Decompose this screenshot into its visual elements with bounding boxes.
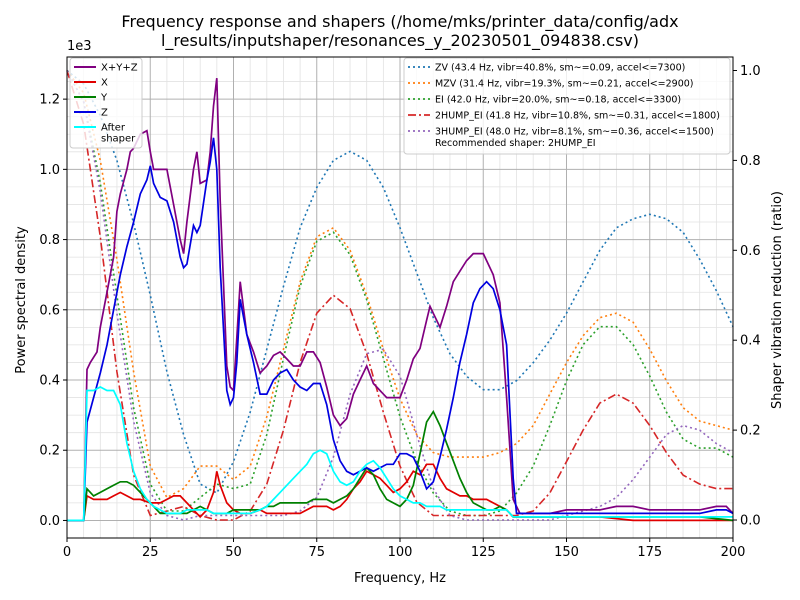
legend-shaper-label-2: EI (42.0 Hz, vibr=20.0%, sm~=0.18, accel…: [435, 95, 681, 106]
y-right-tick-label: 0.2: [740, 424, 761, 439]
legend-series-label-4: shaper: [101, 134, 136, 145]
shaper-line-1: [66, 70, 734, 499]
x-tick-label: 25: [142, 545, 159, 560]
y-right-tick-label: 0.8: [740, 154, 761, 169]
series-line-1: [67, 463, 733, 522]
x-tick-label: 200: [721, 545, 746, 560]
x-tick-label: 100: [388, 545, 413, 560]
y-axis-label: Power spectral density: [14, 226, 29, 374]
legend-shaper-label-3: 2HUMP_EI (41.8 Hz, vibr=10.8%, sm~=0.31,…: [435, 111, 720, 122]
y-tick-label: 0.4: [39, 374, 60, 389]
y-tick-label: 0.2: [39, 444, 60, 459]
y-tick-label: 1.2: [39, 93, 60, 108]
series-line-4: [67, 386, 733, 522]
legend-series-label-0: X+Y+Z: [101, 63, 138, 74]
y-right-tick-label: 0.6: [740, 244, 761, 259]
legend-shaper-label-0: ZV (43.4 Hz, vibr=40.8%, sm~=0.09, accel…: [435, 63, 685, 74]
legend-series-box: [69, 57, 143, 149]
y-tick-label: 1.0: [39, 163, 60, 178]
legend-shaper-label-1: MZV (31.4 Hz, vibr=19.3%, sm~=0.21, acce…: [435, 79, 694, 90]
y-axis-right-label: Shaper vibration reduction (ratio): [770, 191, 785, 409]
x-tick-label: 50: [225, 545, 242, 560]
shaper-line-0: [66, 69, 734, 495]
chart-title-line2: l_results/inputshaper/resonances_y_20230…: [161, 31, 639, 51]
shaper-line-3: [66, 70, 733, 521]
legend-shaper-label-4: 3HUMP_EI (48.0 Hz, vibr=8.1%, sm~=0.36, …: [435, 127, 714, 138]
legend-shapers: Recommended shaper: 2HUMP_EI ZV (43.4 Hz…: [403, 57, 731, 155]
legend-shapers-box: [403, 57, 731, 155]
shaper-line-2: [66, 70, 734, 517]
shaper-line-4: [66, 70, 734, 521]
recommended-shaper-text: Recommended shaper: 2HUMP_EI: [435, 138, 596, 149]
x-tick-label: 150: [554, 545, 579, 560]
y-tick-label: 0.8: [39, 233, 60, 248]
x-tick-label: 75: [308, 545, 325, 560]
legend-series-label-2: Y: [100, 93, 108, 104]
y-right-tick-label: 1.0: [740, 64, 761, 79]
y-multiplier-label: 1e3: [67, 39, 92, 54]
legend-series-label-3: Z: [101, 108, 108, 119]
legend-series-label-1: X: [101, 78, 108, 89]
y-tick-label: 0.0: [39, 514, 60, 529]
y-tick-label: 0.6: [39, 303, 60, 318]
chart-title: Frequency response and shapers (/home/mk…: [121, 12, 678, 32]
x-axis-label: Frequency, Hz: [354, 571, 446, 586]
series-line-3: [67, 137, 734, 522]
x-tick-label: 175: [637, 545, 662, 560]
y-right-tick-label: 0.0: [740, 514, 761, 529]
y-right-tick-label: 0.4: [740, 334, 761, 349]
x-tick-label: 125: [471, 545, 496, 560]
series-line-0: [67, 78, 734, 522]
legend-series-label-4: After: [101, 123, 126, 134]
x-tick-label: 0: [63, 545, 71, 560]
